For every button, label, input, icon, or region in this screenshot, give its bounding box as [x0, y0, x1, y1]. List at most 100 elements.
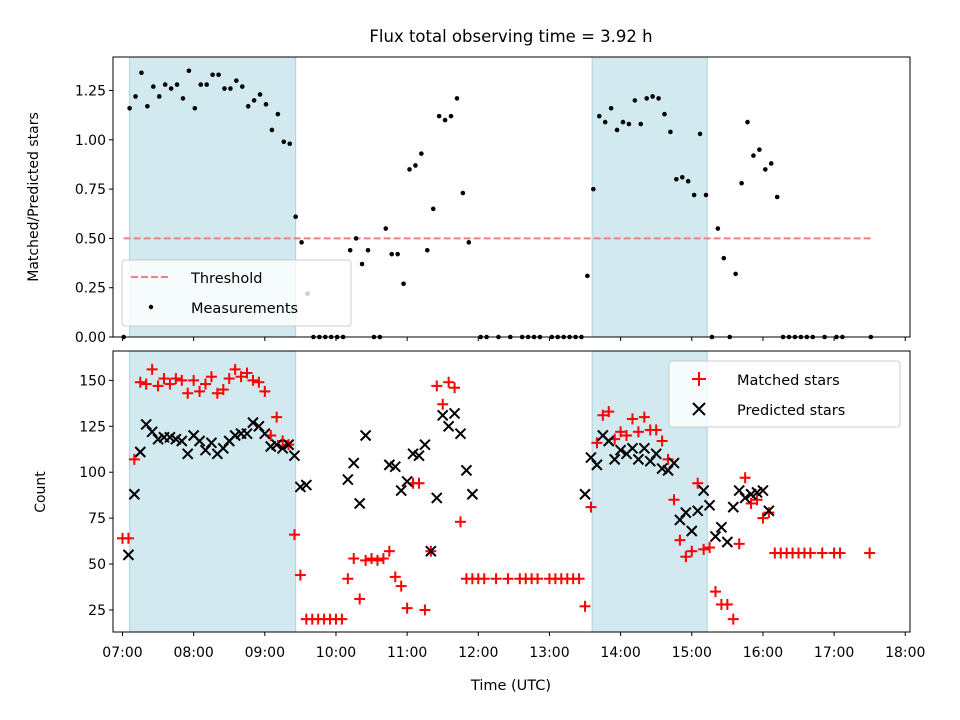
matched-star-point	[727, 613, 739, 625]
measurement-point	[287, 141, 293, 147]
matched-star-point	[170, 373, 182, 385]
x-tick-label: 18:00	[885, 645, 925, 661]
measurement-point	[186, 68, 192, 74]
top-plot-frame	[112, 56, 911, 338]
predicted-star-point	[247, 416, 259, 429]
top-legend-frame	[121, 259, 352, 327]
predicted-star-point	[691, 505, 704, 517]
measurement-point	[596, 113, 602, 119]
matched-star-point	[217, 384, 229, 396]
shaded-interval	[591, 56, 708, 338]
matched-star-point	[271, 411, 283, 423]
predicted-star-point	[454, 427, 467, 440]
legend-threshold-label: Threshold	[190, 271, 262, 287]
matched-star-point	[389, 571, 401, 583]
top-panel: 0.00 0.25 0.50 0.75 1.00 1.25 Matched/Predict…	[26, 56, 911, 346]
predicted-star-point	[638, 442, 651, 455]
matched-star-point	[698, 543, 710, 555]
measurement-point	[192, 105, 198, 111]
matched-star-point	[692, 477, 704, 489]
measurement-point	[608, 105, 614, 111]
predicted-star-point	[259, 427, 271, 440]
measurement-point	[602, 119, 608, 125]
measurement-point	[466, 240, 472, 245]
legend-matched-swatch	[692, 372, 706, 386]
predicted-star-point	[395, 484, 407, 497]
measurement-point	[228, 86, 233, 91]
x-tick-label: 17:00	[814, 645, 854, 661]
predicted-star-point	[739, 492, 751, 504]
counts-series	[116, 363, 876, 625]
matched-star-point	[615, 426, 627, 438]
bottom-legend: Matched stars Predicted stars	[668, 360, 901, 428]
matched-star-point	[573, 573, 585, 585]
x-tick-label: 15:00	[672, 645, 712, 661]
predicted-star-point	[644, 455, 656, 467]
y-tick-label: 75	[88, 511, 106, 527]
measurement-point	[419, 151, 424, 156]
predicted-star-point	[205, 437, 218, 449]
legend-predicted-swatch	[692, 402, 706, 416]
measurement-point	[768, 161, 774, 166]
measurement-point	[674, 176, 679, 182]
matched-star-point	[229, 363, 241, 375]
matched-star-point	[437, 398, 449, 410]
measurement-point	[407, 167, 412, 172]
matched-star-point	[360, 554, 372, 566]
bottom-legend-frame	[668, 360, 901, 428]
matched-star-point	[603, 406, 615, 418]
measurement-point	[436, 113, 442, 119]
x-tick-label: 13:00	[529, 645, 569, 661]
predicted-star-point	[182, 448, 194, 460]
measurement-point	[162, 82, 168, 87]
predicted-star-point	[389, 460, 401, 473]
matched-star-point	[401, 602, 413, 614]
measurement-point	[151, 84, 156, 89]
predicted-star-point	[270, 438, 283, 451]
measurement-point	[733, 271, 738, 277]
matched-star-point	[656, 435, 668, 447]
measurement-point	[448, 113, 454, 119]
x-tick-label: 16:00	[743, 645, 783, 661]
measurement-point	[774, 194, 780, 200]
matched-star-point	[621, 429, 633, 441]
measurement-point	[281, 139, 287, 145]
predicted-star-point	[697, 484, 710, 497]
predicted-star-point	[626, 442, 639, 455]
x-tick-label: 07:00	[102, 645, 142, 661]
predicted-star-point	[703, 499, 716, 511]
measurement-point	[685, 178, 691, 184]
matched-star-point	[182, 387, 194, 399]
predicted-star-point	[122, 549, 135, 561]
predicted-star-point	[128, 488, 141, 500]
predicted-star-point	[757, 484, 769, 497]
matched-star-point	[721, 598, 733, 610]
predicted-star-point	[176, 435, 188, 447]
predicted-star-point	[253, 420, 265, 433]
legend-measurements-swatch	[148, 304, 154, 310]
matched-star-point	[585, 501, 597, 513]
predicted-star-point	[241, 427, 253, 440]
predicted-star-point	[721, 536, 734, 548]
bottom-y-axis-label: Count	[33, 471, 49, 513]
measurement-point	[204, 82, 209, 87]
predicted-star-point	[217, 442, 230, 455]
measurement-point	[210, 72, 215, 78]
measurement-point	[739, 180, 744, 186]
measurement-point	[174, 82, 180, 87]
measurement-point	[216, 72, 221, 78]
predicted-star-point	[603, 435, 615, 447]
matched-star-point	[366, 553, 378, 565]
measurement-point	[697, 131, 703, 137]
matched-star-point	[864, 547, 876, 559]
measurement-point	[245, 103, 251, 109]
predicted-star-point	[401, 475, 413, 488]
predicted-star-point	[460, 464, 473, 477]
predicted-star-point	[763, 505, 775, 517]
predicted-star-point	[591, 459, 603, 471]
matched-star-point	[383, 545, 395, 557]
x-tick-label: 09:00	[245, 645, 285, 661]
y-tick-label: 0.25	[75, 281, 106, 297]
measurement-point	[293, 214, 298, 220]
measurement-point	[269, 127, 275, 133]
